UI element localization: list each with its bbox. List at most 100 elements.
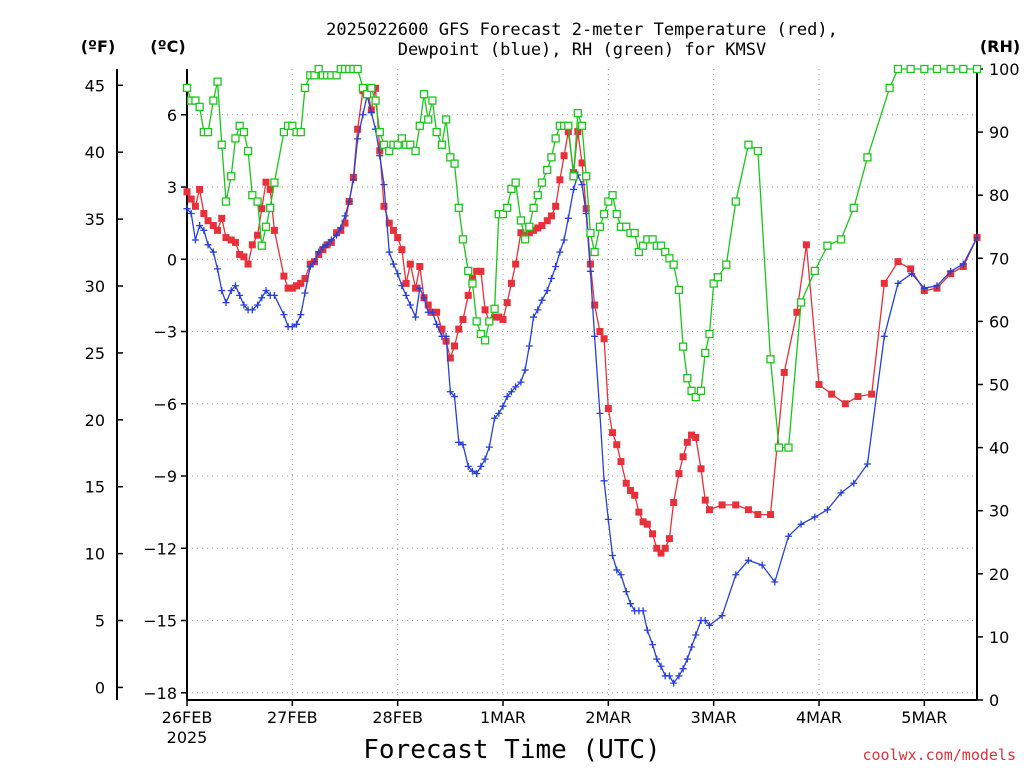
dewpoint-point — [639, 607, 647, 615]
dewpoint-point — [459, 441, 467, 449]
dewpoint-point — [297, 311, 305, 319]
rh-point — [191, 96, 200, 105]
temperature-point — [670, 499, 678, 507]
dewpoint-point — [850, 479, 858, 487]
rh-point — [300, 83, 310, 93]
dewpoint-point — [354, 135, 362, 143]
temperature-point — [231, 238, 239, 246]
rh-point — [687, 386, 696, 395]
dewpoint-point — [280, 311, 288, 319]
rh-point — [507, 184, 516, 194]
dewpoint-point — [200, 226, 208, 234]
rh-point — [375, 127, 384, 137]
temperature-point — [240, 253, 248, 261]
rh-point — [582, 172, 591, 181]
rh-point — [836, 235, 846, 244]
dewpoint-point — [649, 641, 657, 649]
rh-point — [656, 241, 666, 250]
dewpoint-point — [894, 279, 902, 287]
dewpoint-point — [481, 455, 489, 463]
rh-point — [630, 228, 639, 238]
dewpoint-point — [596, 409, 604, 417]
temperature-point — [191, 202, 199, 210]
rh-point — [406, 140, 415, 149]
dewpoint-point — [758, 561, 766, 569]
rh-point — [231, 134, 240, 143]
dewpoint-point — [591, 332, 599, 340]
dewpoint-point — [345, 197, 353, 205]
dewpoint-point — [604, 515, 612, 523]
dewpoint-point — [512, 383, 520, 391]
dewpoint-point — [254, 301, 262, 309]
rh-series — [182, 64, 982, 452]
temperature-point — [438, 325, 446, 333]
rh-point — [573, 109, 582, 118]
fahrenheit-tick-label: 45 — [85, 76, 105, 95]
dewpoint-point — [398, 282, 406, 290]
x-axis-title: Forecast Time (UTC) — [363, 735, 660, 765]
temperature-point — [534, 224, 542, 232]
rh-point — [713, 273, 723, 282]
rh-point — [622, 222, 631, 231]
temperature-point — [254, 231, 262, 239]
temperature-point — [297, 279, 305, 287]
rh-point — [569, 172, 578, 181]
dewpoint-point — [837, 489, 845, 497]
rh-tick-label: 20 — [989, 565, 1009, 584]
fahrenheit-tick-label: 5 — [95, 612, 105, 631]
rh-point — [543, 165, 552, 175]
temperature-point — [732, 501, 740, 509]
dewpoint-point — [718, 612, 726, 620]
temperature-point — [270, 226, 278, 234]
celsius-tick-label: 6 — [167, 106, 177, 125]
temperature-point — [394, 234, 402, 242]
rh-point — [586, 228, 595, 238]
rh-point — [393, 140, 402, 149]
rh-point — [441, 115, 451, 124]
dewpoint-point — [231, 282, 239, 290]
temperature-point — [380, 202, 388, 210]
rh-point — [437, 140, 447, 149]
rh-point — [683, 374, 692, 383]
day-tick-label: 27FEB — [267, 708, 318, 727]
temperature-point — [596, 328, 604, 336]
temperature-point — [626, 486, 634, 494]
dewpoint-point — [552, 262, 560, 270]
axes — [116, 68, 983, 706]
temperature-point — [372, 84, 380, 92]
rh-point — [537, 178, 547, 187]
temperature-point — [661, 544, 669, 552]
celsius-tick-label: −6 — [153, 395, 177, 414]
temperature-point — [280, 272, 288, 280]
dewpoint-point — [376, 152, 384, 160]
rh-point — [810, 266, 819, 276]
day-tick-label: 2MAR — [585, 708, 631, 727]
temperature-point — [209, 222, 217, 230]
rh-point — [503, 203, 512, 212]
rh-point — [362, 90, 372, 99]
dewpoint-point — [248, 306, 256, 314]
day-tick-label: 26FEB — [162, 708, 213, 727]
temperature-point — [481, 306, 489, 314]
temperature-point — [578, 159, 586, 167]
day-tick-label: 3MAR — [691, 708, 737, 727]
rh-point — [511, 178, 520, 187]
dewpoint-point — [622, 588, 630, 596]
temperature-point — [218, 214, 226, 222]
dewpoint-point — [570, 185, 578, 193]
temperature-point — [258, 205, 266, 213]
temperature-point — [639, 518, 647, 526]
temperature-point — [675, 470, 683, 478]
temperature-point — [622, 479, 630, 487]
dewpoint-point — [797, 520, 805, 528]
dewpoint-point — [525, 342, 533, 350]
temperature-point — [424, 301, 432, 309]
celsius-tick-label: −18 — [143, 684, 177, 703]
dewpoint-point — [679, 665, 687, 673]
rh-point — [397, 134, 407, 143]
rh-point — [314, 64, 323, 74]
rh-point — [709, 279, 718, 288]
rh-point — [239, 127, 249, 137]
dewpoint-point — [288, 323, 296, 331]
